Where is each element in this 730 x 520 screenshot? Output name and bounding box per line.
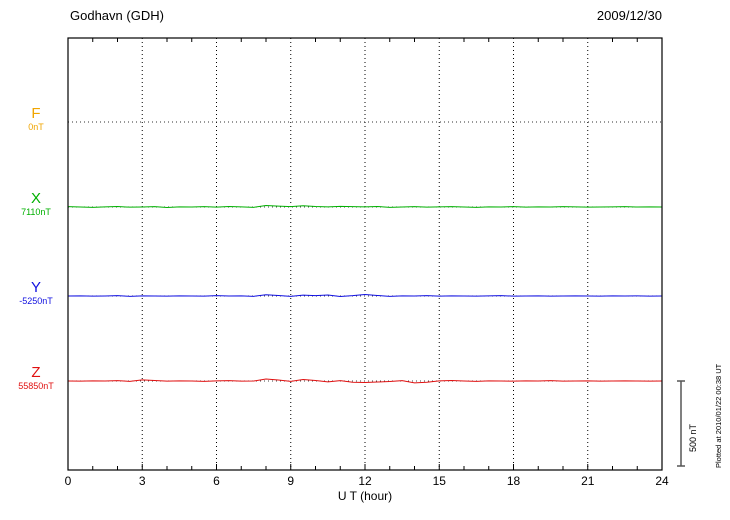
series-baseline-value-Y: -5250nT: [19, 295, 53, 306]
x-axis-label: U T (hour): [337, 489, 393, 503]
series-letter-F: F: [31, 104, 41, 122]
series-label-F: F 0nT: [8, 104, 64, 133]
x-tick-label: 12: [358, 474, 372, 488]
series-letter-Z: Z: [31, 364, 41, 381]
series-baseline-value-F: 0nT: [28, 121, 44, 132]
trace-Y: [67, 293, 663, 297]
plot-frame: [67, 37, 663, 471]
scale-bar-label: 500 nT: [688, 423, 698, 452]
station-title: Godhavn (GDH): [70, 8, 164, 23]
trace-Z: [67, 378, 663, 384]
x-tick-label: 15: [432, 474, 446, 488]
x-tick-label: 6: [213, 474, 220, 488]
x-tick-label: 21: [581, 474, 595, 488]
trace-X: [67, 204, 663, 209]
x-tick-label: 0: [64, 474, 72, 488]
series-baseline-value-X: 7110nT: [21, 206, 51, 217]
series-label-Y: Y -5250nT: [8, 278, 64, 307]
x-tick-label: 3: [138, 474, 146, 488]
series-letter-X: X: [30, 189, 41, 207]
plotted-at-note: Plotted at 2010/01/22 00:38 UT: [714, 363, 723, 468]
x-tick-label: 18: [506, 474, 521, 488]
plot-date: 2009/12/30: [596, 8, 662, 23]
x-tick-label: 24: [655, 474, 669, 488]
series-label-X: X 7110nT: [8, 189, 64, 218]
series-letter-Y: Y: [30, 278, 41, 296]
series-label-Z: Z 55850nT: [8, 365, 64, 392]
series-baseline-value-Z: 55850nT: [18, 381, 54, 391]
x-tick-label: 9: [287, 474, 295, 488]
